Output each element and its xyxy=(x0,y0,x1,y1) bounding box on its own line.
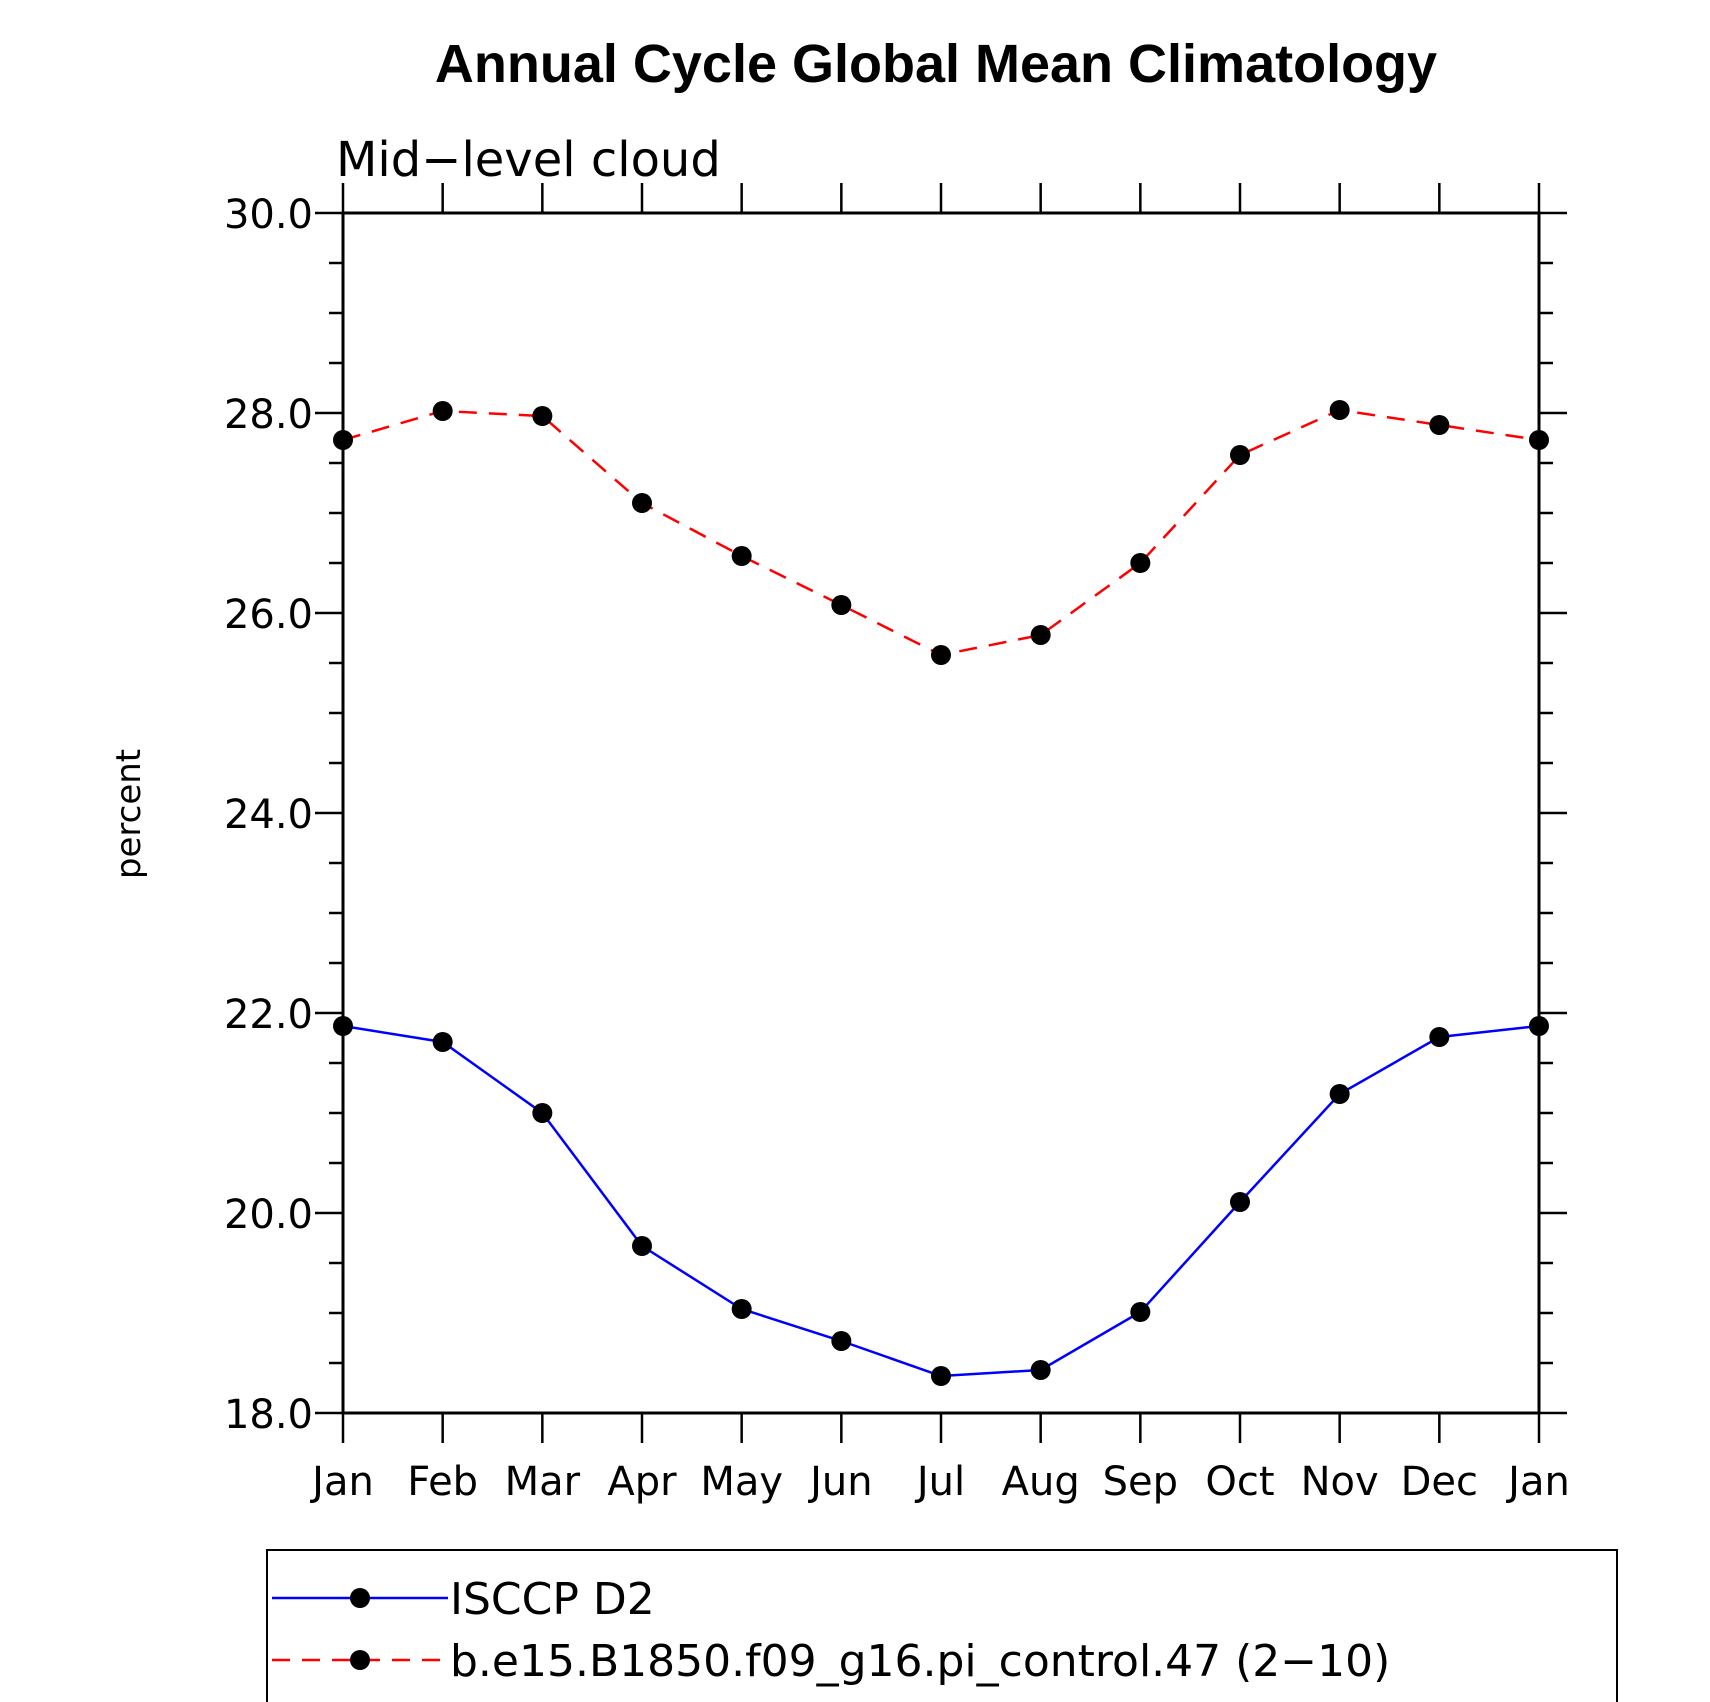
series-1-point xyxy=(1030,1360,1051,1380)
series-1-point xyxy=(333,1016,353,1036)
series-2-point xyxy=(532,406,553,426)
legend: ISCCP D2 b.e15.B1850.f09_g16.pi_control.4… xyxy=(266,1549,1618,1702)
x-tick-label: Apr xyxy=(607,1459,677,1505)
series-1-point xyxy=(1230,1192,1250,1212)
series-1-point xyxy=(1429,1027,1450,1047)
series-1-point xyxy=(931,1366,951,1386)
x-tick-label: Aug xyxy=(1002,1459,1080,1505)
x-tick-label: Jan xyxy=(309,1459,374,1505)
chart-title: Annual Cycle Global Mean Climatology xyxy=(435,34,1437,94)
tick-labels: 18.0 20.0 22.0 24.0 26.0 28.0 30.0 Jan Feb Mar Apr… xyxy=(224,192,1570,1505)
series-1-point xyxy=(532,1103,553,1123)
series-2-point xyxy=(632,493,652,513)
series-2-point xyxy=(831,595,852,615)
y-tick-label: 28.0 xyxy=(224,392,313,438)
series-2-point xyxy=(432,401,453,421)
series-1-point xyxy=(632,1236,652,1256)
x-tick-label: Feb xyxy=(407,1459,478,1505)
y-tick-label: 20.0 xyxy=(224,1192,313,1238)
axis-ticks xyxy=(315,183,1567,1443)
x-tick-label: Mar xyxy=(505,1459,581,1505)
x-tick-label: Jun xyxy=(807,1459,873,1505)
series-1-point xyxy=(1529,1016,1549,1036)
x-tick-label: May xyxy=(700,1459,783,1505)
series-2-point xyxy=(1030,625,1051,645)
x-tick-label: Jan xyxy=(1505,1459,1570,1505)
legend-label-1: ISCCP D2 xyxy=(450,1574,655,1625)
x-tick-label: Oct xyxy=(1205,1459,1274,1505)
series-2-point xyxy=(1329,400,1350,420)
series-line-1 xyxy=(342,1024,1540,1378)
series-2-point xyxy=(931,645,951,665)
y-axis-label: percent xyxy=(109,749,149,879)
series-1-point xyxy=(831,1331,852,1351)
y-tick-label: 18.0 xyxy=(224,1392,313,1438)
series-2-point xyxy=(1529,430,1549,450)
chart-subtitle: Mid−level cloud xyxy=(336,132,721,188)
y-tick-label: 30.0 xyxy=(224,192,313,238)
y-tick-label: 22.0 xyxy=(224,992,313,1038)
y-tick-label: 26.0 xyxy=(224,592,313,638)
series-layer xyxy=(333,400,1549,1386)
legend-label-2: b.e15.B1850.f09_g16.pi_control.47 (2−10) xyxy=(450,1636,1390,1687)
series-2-point xyxy=(1429,415,1450,435)
legend-marker-2 xyxy=(350,1650,370,1670)
legend-box xyxy=(266,1549,1618,1702)
series-2-point xyxy=(333,430,353,450)
series-1-point xyxy=(731,1299,752,1319)
series-1-point xyxy=(432,1032,453,1052)
y-tick-label: 24.0 xyxy=(224,792,313,838)
x-tick-label: Dec xyxy=(1401,1459,1478,1505)
series-2-point xyxy=(1130,553,1151,573)
series-1-point xyxy=(1329,1084,1350,1104)
plot-frame xyxy=(341,211,1541,1415)
series-2-point xyxy=(1230,445,1250,465)
x-tick-label: Nov xyxy=(1301,1459,1379,1505)
x-tick-label: Jul xyxy=(914,1459,965,1505)
series-1-point xyxy=(1130,1302,1151,1322)
series-line-2 xyxy=(342,408,1540,657)
legend-marker-1 xyxy=(350,1588,370,1608)
x-tick-label: Sep xyxy=(1103,1459,1178,1505)
series-2-point xyxy=(731,546,752,566)
